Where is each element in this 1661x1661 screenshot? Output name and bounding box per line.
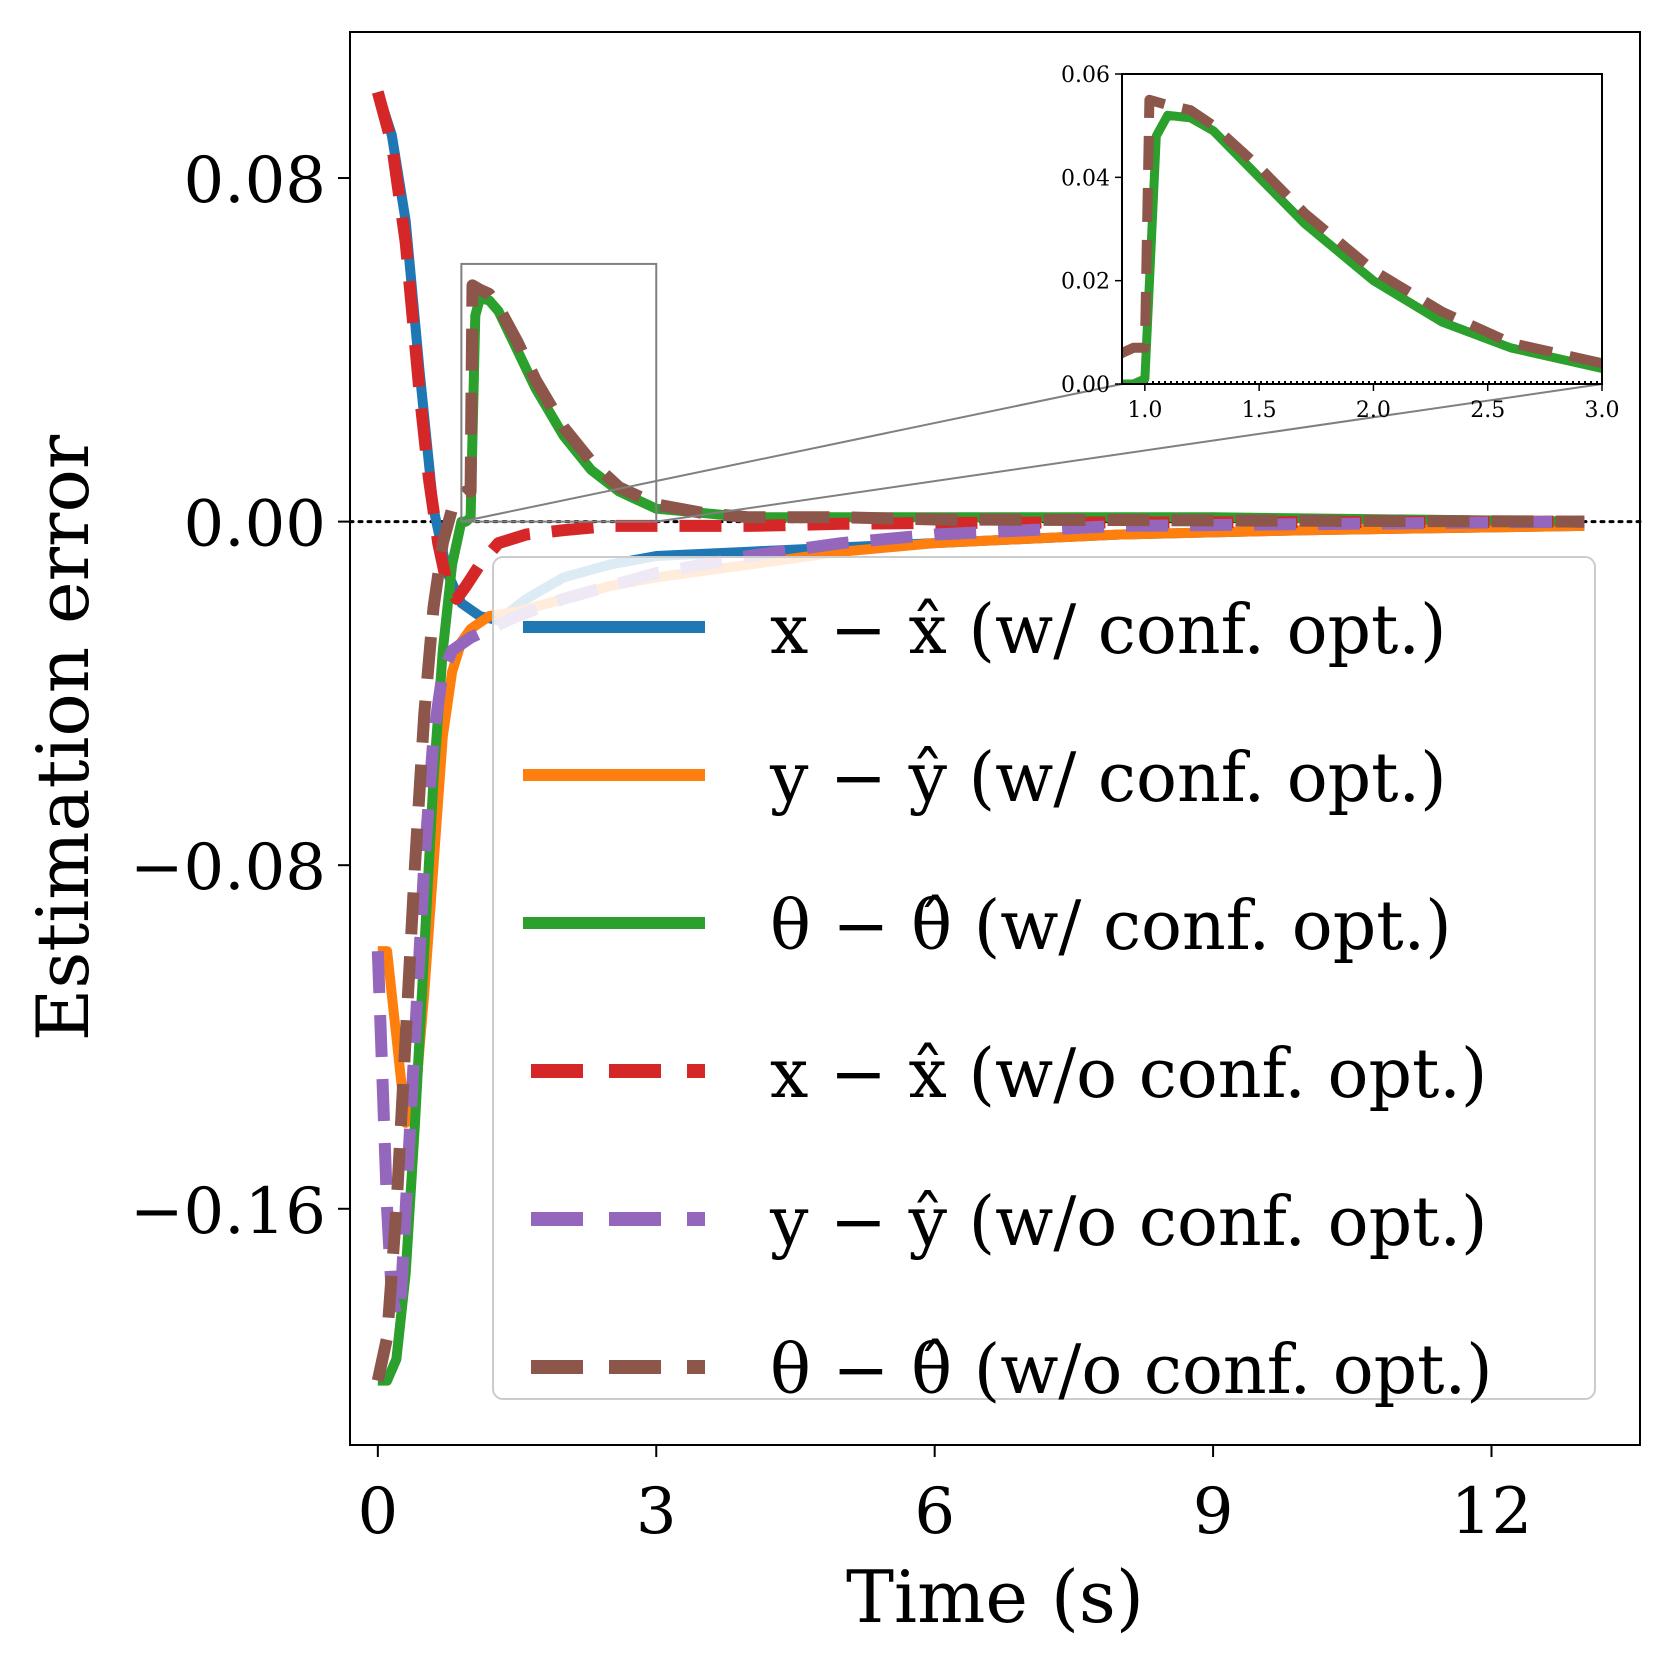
inset-x-tick-label: 2.0 [1356, 398, 1391, 423]
inset-plot: 1.0 1.5 2.0 2.5 3.0 0.00 0.02 0.04 0.06 [1061, 63, 1620, 423]
legend-label-6: θ − θ̂ (w/o conf. opt.) [770, 1331, 1493, 1410]
inset-x-ticks: 1.0 1.5 2.0 2.5 3.0 [1127, 384, 1620, 423]
legend: x − x̂ (w/ conf. opt.) y − ŷ (w/ conf. o… [492, 556, 1596, 1410]
zoom-region-group [460, 262, 1603, 523]
legend-box [492, 556, 1596, 1400]
series-line-6 [371, 279, 1585, 1382]
legend-label-1: x − x̂ (w/ conf. opt.) [770, 591, 1447, 670]
y-axis-ticks: 0.08 0.00 −0.08 −0.16 [130, 144, 350, 1249]
x-tick-label: 6 [914, 1475, 955, 1549]
legend-label-5: y − ŷ (w/o conf. opt.) [769, 1183, 1488, 1262]
legend-items: x − x̂ (w/ conf. opt.) y − ŷ (w/ conf. o… [523, 591, 1493, 1410]
zoom-connector-line [461, 383, 1123, 523]
inset-y-tick-label: 0.00 [1061, 373, 1110, 398]
inset-y-tick-label: 0.06 [1061, 63, 1110, 88]
x-tick-label: 0 [357, 1475, 398, 1549]
inset-y-tick-label: 0.02 [1061, 270, 1110, 295]
inset-frame [1121, 73, 1603, 385]
y-tick-label: −0.16 [130, 1175, 326, 1249]
zoom-region-box [460, 262, 658, 523]
legend-label-3: θ − θ̂ (w/ conf. opt.) [770, 887, 1452, 966]
y-axis-label: Estimation error [21, 434, 105, 1041]
inset-y-ticks: 0.00 0.02 0.04 0.06 [1061, 63, 1122, 398]
legend-label-2: y − ŷ (w/ conf. opt.) [769, 739, 1447, 818]
x-tick-label: 3 [636, 1475, 677, 1549]
main-plot: 0 3 6 9 12 0.08 0.00 −0.08 −0.16 Time (s) Estim… [21, 31, 1642, 1639]
x-tick-label: 12 [1451, 1475, 1532, 1549]
x-tick-label: 9 [1193, 1475, 1234, 1549]
x-axis-ticks: 0 3 6 9 12 [357, 1445, 1532, 1549]
series-line-4 [372, 90, 1585, 605]
zoom-connector-line [656, 383, 1603, 523]
y-tick-label: 0.00 [184, 488, 327, 562]
inset-x-tick-label: 1.0 [1127, 398, 1162, 423]
x-axis-label: Time (s) [846, 1555, 1144, 1639]
series-line-2 [377, 520, 1585, 1128]
inset-series-group [1122, 94, 1602, 384]
inset-series-line-3 [1122, 110, 1602, 384]
legend-label-4: x − x̂ (w/o conf. opt.) [770, 1035, 1487, 1114]
y-tick-label: −0.08 [130, 831, 326, 905]
y-tick-label: 0.08 [184, 144, 327, 218]
inset-x-tick-label: 3.0 [1585, 398, 1620, 423]
inset-y-tick-label: 0.04 [1061, 166, 1110, 191]
inset-x-tick-label: 1.5 [1242, 398, 1277, 423]
inset-x-tick-label: 2.5 [1470, 398, 1505, 423]
plot-frame [349, 31, 1641, 1446]
